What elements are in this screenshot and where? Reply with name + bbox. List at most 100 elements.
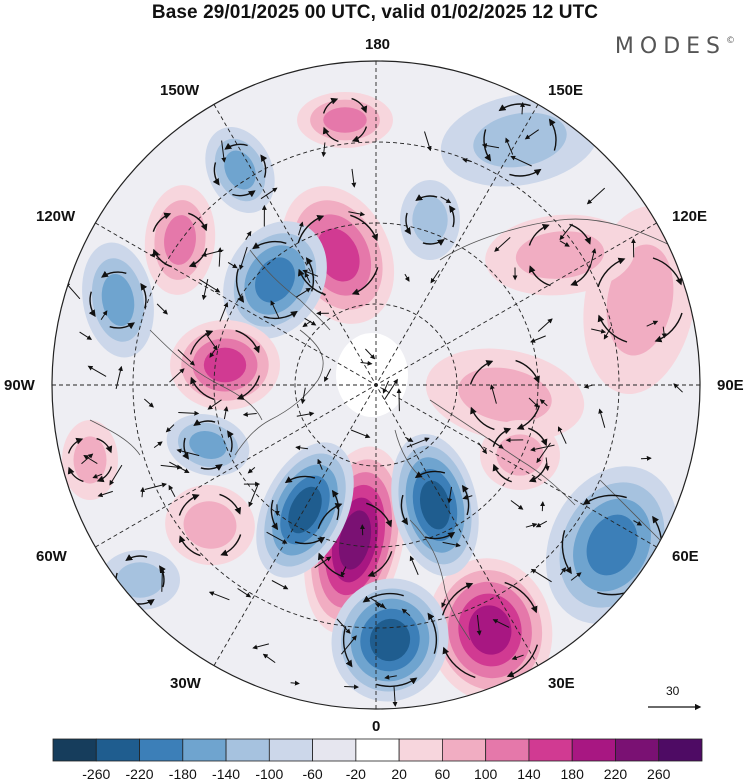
colorbar-tick-label: 20: [391, 766, 407, 782]
wind-arrow: [208, 591, 230, 601]
wind-arrow: [509, 168, 542, 177]
colorbar-swatch: [355, 738, 400, 762]
anomaly-contour: [316, 228, 360, 282]
wind-arrow: [365, 348, 376, 360]
colorbar-tick-label: -60: [302, 766, 322, 782]
lon-label-30e: 30E: [548, 675, 575, 692]
wind-arrow: [245, 230, 252, 240]
wind-arrow: [561, 530, 572, 575]
wind-arrow: [384, 674, 397, 680]
wind-arrow: [654, 312, 683, 343]
anomaly-contour: [288, 486, 322, 534]
wind-arrow: [140, 283, 148, 309]
wind-arrow: [262, 653, 276, 664]
wind-arrow: [492, 619, 510, 628]
wind-arrow: [440, 196, 452, 204]
wind-arrow: [79, 331, 93, 340]
colorbar-tick-label: -140: [212, 766, 240, 782]
anomaly-contour: [468, 605, 512, 655]
wind-arrow: [221, 140, 227, 163]
wind-arrow: [266, 531, 288, 544]
wind-arrow: [322, 97, 339, 114]
coastline: [89, 419, 141, 456]
colorbar-tick-label: 60: [435, 766, 451, 782]
anomaly-contour: [496, 434, 544, 476]
wind-arrow: [498, 103, 531, 112]
wind-arrow: [462, 494, 473, 500]
colorbar-tick-label: 140: [517, 766, 541, 782]
wind-arrow: [336, 618, 351, 634]
wind-arrow: [494, 237, 511, 252]
colorbar-tick-label: -260: [82, 766, 110, 782]
wind-arrow: [297, 268, 326, 296]
wind-arrow: [182, 437, 189, 460]
lon-label-90w: 90W: [4, 377, 35, 394]
wind-arrow: [156, 303, 168, 315]
lon-label-60e: 60E: [672, 548, 699, 565]
wind-arrow: [481, 143, 500, 149]
colorbar-tick-label: -100: [255, 766, 283, 782]
lon-label-120e: 120E: [672, 208, 708, 225]
wind-arrow: [201, 249, 224, 257]
wind-arrow: [400, 494, 409, 526]
wind-arrow: [506, 644, 539, 678]
wind-arrow: [351, 168, 357, 188]
wind-arrow: [536, 442, 551, 464]
wind-arrow: [557, 426, 567, 444]
wind-arrow: [422, 239, 445, 246]
wind-arrow: [252, 643, 270, 650]
wind-arrow: [404, 212, 411, 235]
wind-arrow: [597, 314, 628, 343]
wind-arrow: [370, 597, 386, 608]
wind-arrow: [178, 493, 200, 516]
wind-arrow: [294, 536, 326, 545]
wind-arrow: [188, 248, 208, 268]
wind-arrow: [152, 248, 172, 268]
colorbar-tick-label: 220: [604, 766, 628, 782]
wind-arrow: [597, 257, 626, 288]
colorbar-swatch: [225, 738, 270, 762]
wind-arrow: [168, 484, 176, 498]
wind-arrow: [367, 551, 393, 578]
anomaly-contour: [586, 514, 638, 576]
wind-arrow: [227, 430, 234, 453]
wind-arrow: [560, 567, 567, 576]
modes-logo: MODES©: [614, 34, 735, 59]
wind-arrow: [295, 287, 312, 298]
wind-arrow: [598, 408, 606, 428]
wind-arrow: [96, 437, 113, 454]
wind-arrow: [640, 455, 652, 461]
wind-arrow: [341, 635, 357, 655]
wind-arrow: [201, 278, 209, 301]
wind-arrow: [401, 608, 411, 616]
wind-arrow: [67, 437, 84, 454]
anomaly-contour: [73, 436, 107, 484]
wind-arrow: [449, 205, 456, 228]
colorbar-tick-label: -180: [169, 766, 197, 782]
wind-arrow: [263, 310, 298, 320]
wind-arrow: [528, 265, 551, 287]
wind-arrow: [673, 383, 683, 393]
lon-label-30w: 30W: [170, 675, 201, 692]
wind-arrow: [284, 475, 316, 484]
colorbar-swatch: [268, 738, 314, 762]
wind-arrow: [169, 368, 185, 383]
wind-arrow: [559, 223, 573, 241]
wind-arrow: [505, 137, 514, 155]
wind-arrow: [447, 486, 453, 504]
wind-arrow: [235, 329, 260, 354]
wind-arrow: [176, 448, 200, 457]
wind-arrow: [340, 566, 347, 578]
wind-arrow: [178, 535, 201, 557]
anomaly-contour: [101, 273, 135, 327]
wind-arrow: [525, 522, 538, 528]
wind-arrow: [530, 335, 546, 343]
wind-arrow: [152, 212, 172, 232]
lon-label-150e: 150E: [548, 82, 584, 99]
wind-arrow: [159, 565, 166, 588]
wind-arrow: [83, 454, 98, 465]
anomaly-contour: [419, 480, 451, 530]
wind-arrow: [302, 269, 319, 277]
wind-arrow: [322, 126, 339, 143]
